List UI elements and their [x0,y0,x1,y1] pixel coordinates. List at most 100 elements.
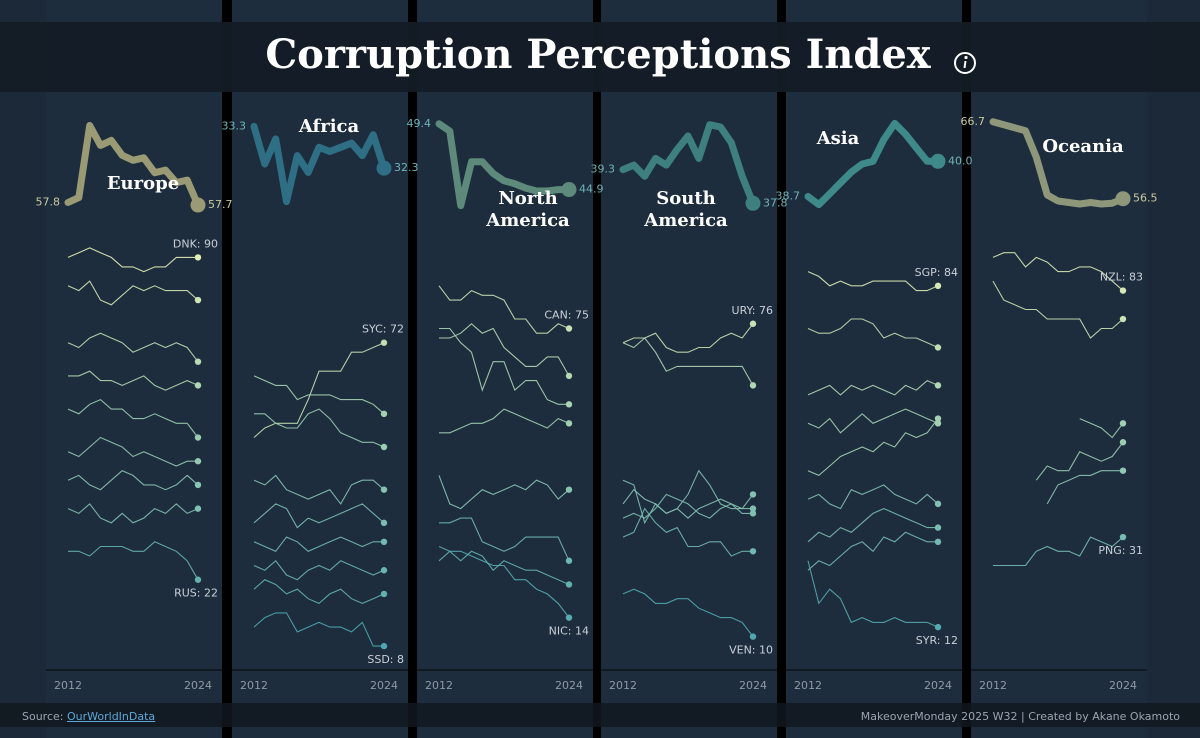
country-line [993,536,1124,567]
end-dot [934,420,942,427]
country-line [253,612,384,647]
average-end-dot [561,182,577,198]
country-line [67,280,199,306]
end-dot [749,491,757,498]
average-label: 39.3 [591,163,616,176]
country-line [253,503,385,529]
value-label: URY: 76 [732,304,773,317]
x-tick-label: 2012 [240,679,268,692]
end-dot [194,576,202,583]
end-dot [565,401,573,408]
end-dot [380,567,388,574]
country-line [807,408,939,434]
separator [222,0,232,738]
x-tick-label: 2024 [1109,679,1137,692]
page-title: Corruption Perceptions Index [265,31,931,78]
region-title: Oceania [1042,136,1124,157]
credit: MakeoverMonday 2025 W32 | Created by Aka… [860,710,1180,723]
country-line [438,285,570,334]
end-dot [1119,315,1127,323]
separator [408,0,417,738]
average-line [435,120,573,210]
country-line [1035,441,1124,481]
country-line [1046,470,1123,505]
source-link[interactable]: OurWorldInData [67,710,156,723]
end-dot [934,382,942,389]
end-dot [380,486,388,493]
average-line [804,119,942,209]
average-line [64,122,202,209]
end-dot [934,538,942,545]
value-label: SYC: 72 [362,323,404,336]
average-label: 33.3 [222,119,247,132]
country-line [67,503,199,524]
country-line [992,252,1124,292]
end-dot [380,642,388,650]
end-dot [1119,439,1127,446]
average-label: 44.9 [579,183,604,196]
region-title: North America [486,188,570,231]
region-title: Europe [106,173,180,194]
end-dot [565,372,573,380]
country-line [253,474,385,505]
end-dot [749,320,757,327]
country-line [992,280,1124,339]
average-label: 37.8 [763,196,788,209]
value-label: SGP: 84 [915,266,958,279]
separator [593,0,601,738]
x-tick-label: 2024 [184,679,212,692]
value-label: SYR: 12 [916,634,958,647]
end-dot [380,339,388,346]
average-end-dot [930,153,946,169]
country-line [807,271,939,292]
title-bar [0,22,1200,92]
average-line [250,122,388,206]
country-line [68,541,199,580]
x-tick-label: 2012 [54,679,82,692]
country-line [622,469,753,525]
end-dot [1119,287,1127,294]
end-dot [1119,467,1127,474]
country-line [253,560,385,581]
country-line [807,531,938,571]
country-line [807,484,939,510]
average-end-dot [745,195,761,211]
average-label: 56.5 [1133,192,1158,205]
x-tick-label: 2012 [609,679,637,692]
x-tick-label: 2012 [979,679,1007,692]
value-label: NZL: 83 [1100,271,1143,284]
end-dot [934,524,942,531]
value-label: RUS: 22 [174,587,218,600]
country-line [438,550,570,586]
info-icon[interactable] [954,52,976,74]
country-line [67,332,199,363]
end-dot [934,623,942,631]
country-line [807,418,939,477]
country-line [439,327,569,405]
separator [777,0,786,738]
country-line [807,560,939,628]
end-dot [194,358,202,365]
country-line [253,579,385,605]
country-line [1079,418,1124,439]
end-dot [749,505,757,512]
end-dot [380,443,388,451]
country-line [807,507,938,543]
value-label: VEN: 10 [729,644,773,657]
value-label: NIC: 14 [549,625,589,638]
x-tick-label: 2024 [370,679,398,692]
average-line [989,118,1127,208]
region-title: Africa [298,116,360,137]
end-dot [934,415,942,422]
average-label: 57.8 [36,196,61,209]
average-end-dot [190,197,206,213]
end-dot [380,519,388,527]
average-label: 40.0 [948,154,973,167]
average-label: 49.4 [407,117,432,130]
x-tick-label: 2024 [555,679,583,692]
country-line [439,323,570,377]
end-dot [194,505,202,512]
end-dot [194,382,202,389]
